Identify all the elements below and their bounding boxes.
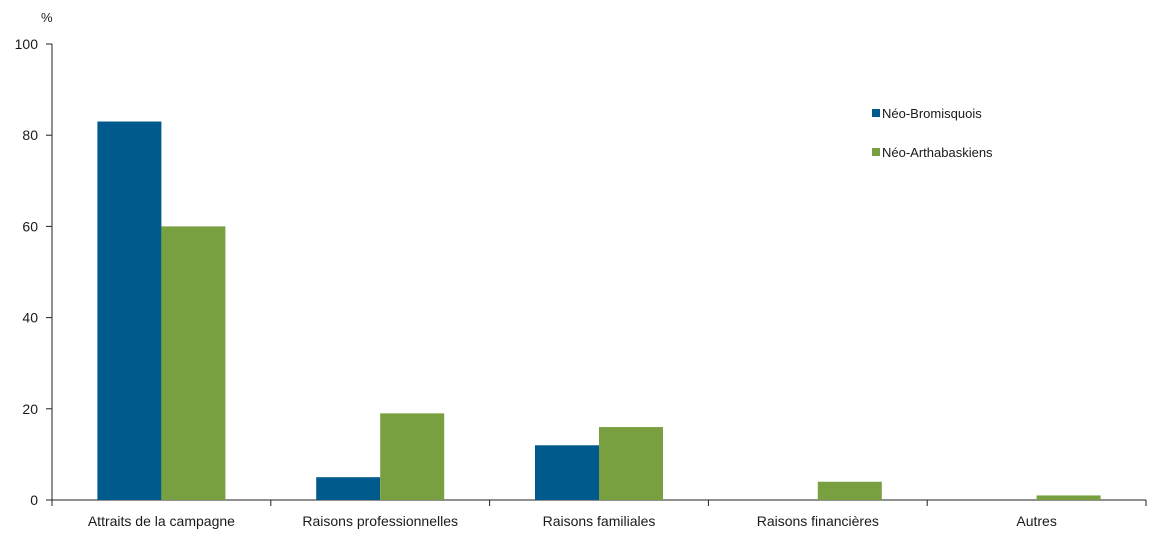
- bar: [380, 413, 445, 500]
- x-category-label: Raisons familiales: [543, 513, 656, 529]
- bar: [161, 226, 226, 500]
- legend-label: Néo-Bromisquois: [882, 106, 982, 121]
- y-tick-label: 80: [22, 127, 38, 143]
- bar: [316, 477, 381, 500]
- bar: [599, 427, 663, 500]
- legend-label: Néo-Arthabaskiens: [882, 145, 993, 160]
- y-tick-label: 60: [22, 218, 38, 234]
- bar: [535, 445, 599, 500]
- y-tick-label: 40: [22, 310, 38, 326]
- bars: [97, 121, 1101, 501]
- y-tick-label: 20: [22, 401, 38, 417]
- y-tick-label: 100: [15, 36, 39, 52]
- legend-swatch: [872, 109, 880, 117]
- x-category-label: Attraits de la campagne: [88, 513, 235, 529]
- y-axis-unit-label: %: [41, 10, 53, 25]
- bar: [1036, 495, 1101, 500]
- x-category-label: Raisons financières: [757, 513, 879, 529]
- tick-labels: 0 20 40 60 80 100 Attraits de la campagne Raiso…: [15, 36, 1057, 529]
- y-tick-label: 0: [30, 492, 38, 508]
- x-category-label: Autres: [1016, 513, 1056, 529]
- legend: Néo-Bromisquois Néo-Arthabaskiens: [872, 106, 993, 160]
- bar: [817, 481, 882, 500]
- x-category-label: Raisons professionnelles: [302, 513, 458, 529]
- bar: [97, 121, 162, 501]
- legend-swatch: [872, 148, 880, 156]
